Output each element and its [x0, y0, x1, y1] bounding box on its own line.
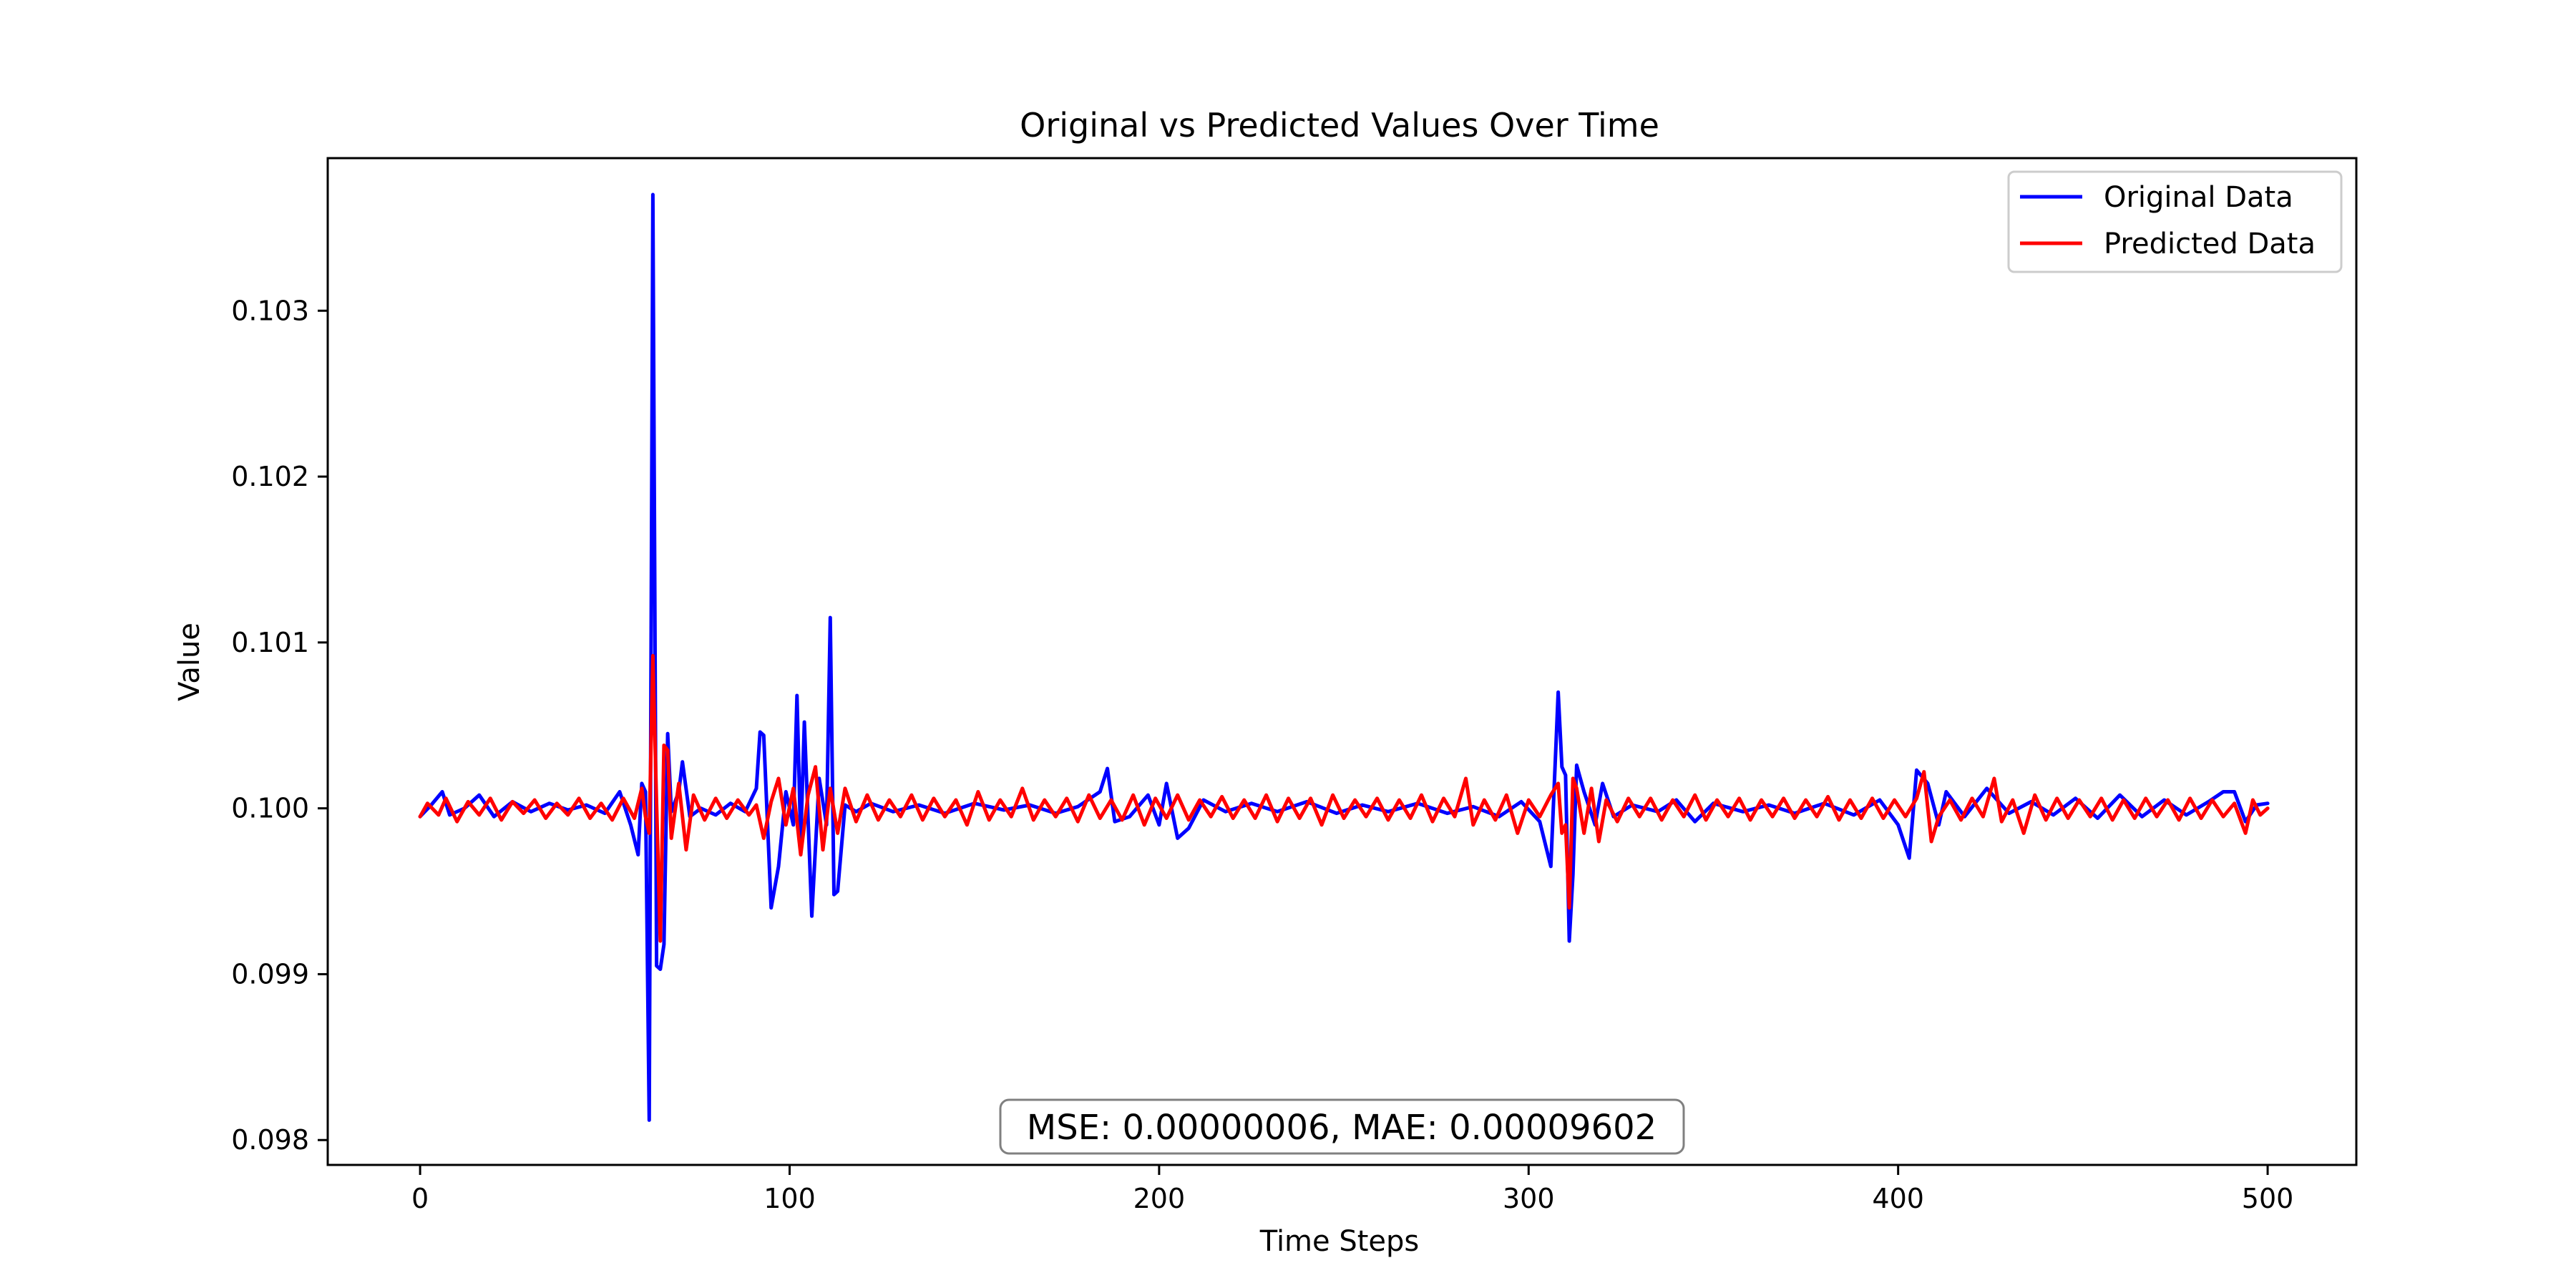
annotation-text: MSE: 0.00000006, MAE: 0.00009602: [1027, 1108, 1657, 1148]
y-tick-label: 0.103: [231, 295, 309, 326]
annotation-box: [999, 1098, 1685, 1155]
x-tick-label: 0: [411, 1183, 429, 1214]
y-tick-label: 0.101: [231, 627, 309, 658]
y-tick-label: 0.100: [231, 793, 309, 824]
y-tick-label: 0.102: [231, 461, 309, 492]
legend-label-original: Original Data: [2104, 181, 2293, 214]
legend: Original Data Predicted Data: [2007, 170, 2343, 273]
y-axis-label: Value: [173, 623, 206, 701]
x-tick-label: 300: [1503, 1183, 1555, 1214]
x-tick-label: 100: [763, 1183, 816, 1214]
chart-title: Original vs Predicted Values Over Time: [1020, 106, 1659, 145]
y-tick-label: 0.099: [231, 958, 309, 990]
y-tick-label: 0.098: [231, 1124, 309, 1156]
legend-box: [2007, 170, 2343, 273]
x-axis: 0 100 200 300 400 500: [411, 1165, 2293, 1214]
series-line-original: [418, 192, 2270, 1122]
x-tick-label: 400: [1872, 1183, 1924, 1214]
x-tick-label: 200: [1133, 1183, 1186, 1214]
x-axis-label: Time Steps: [1259, 1225, 1420, 1258]
y-axis: 0.098 0.099 0.100 0.101 0.102 0.103: [231, 295, 328, 1156]
x-tick-label: 500: [2242, 1183, 2294, 1214]
metrics-annotation: MSE: 0.00000006, MAE: 0.00009602: [999, 1098, 1685, 1155]
plot-frame: [326, 157, 2358, 1166]
legend-label-predicted: Predicted Data: [2104, 228, 2316, 260]
series-line-predicted: [418, 653, 2270, 943]
plot-area: [326, 157, 2358, 1166]
